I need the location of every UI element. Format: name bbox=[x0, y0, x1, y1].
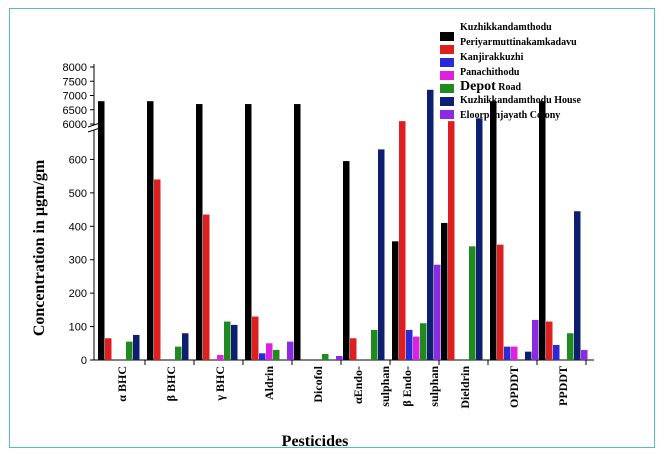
category-label: sulphan bbox=[427, 366, 441, 407]
bar bbox=[231, 324, 238, 360]
category-label: Dieldrin bbox=[458, 366, 472, 409]
bar bbox=[413, 336, 420, 360]
bar bbox=[469, 246, 476, 360]
bar bbox=[553, 344, 560, 360]
bar bbox=[203, 214, 210, 360]
y-tick-label: 7000 bbox=[63, 91, 87, 103]
y-tick-label: 0 bbox=[81, 355, 87, 367]
bar bbox=[441, 222, 448, 360]
bar bbox=[399, 121, 406, 361]
legend-swatch-3 bbox=[440, 71, 454, 80]
bar bbox=[133, 334, 140, 360]
legend-swatch-5 bbox=[440, 97, 454, 106]
bar bbox=[217, 354, 224, 360]
bar bbox=[511, 346, 518, 360]
bar bbox=[581, 349, 588, 360]
bar bbox=[574, 211, 581, 360]
bar bbox=[196, 104, 203, 360]
bar bbox=[175, 346, 182, 360]
bar bbox=[546, 321, 553, 360]
legend-swatch-4 bbox=[440, 84, 454, 93]
bar bbox=[504, 346, 511, 360]
legend-label-6: Eloorpanjayath Colony bbox=[460, 110, 560, 121]
legend-swatch-0 bbox=[440, 32, 454, 41]
category-label: Aldrin bbox=[262, 366, 276, 400]
x-axis-title: Pesticides bbox=[282, 433, 349, 450]
y-tick-label: 300 bbox=[69, 255, 87, 267]
category-label: Dicofol bbox=[311, 365, 325, 402]
bar bbox=[273, 349, 280, 360]
legend-swatch-2 bbox=[440, 58, 454, 67]
y-tick-label: 100 bbox=[69, 322, 87, 334]
category-label: γ BHC bbox=[213, 366, 227, 402]
legend: Kuzhikkandamthodu Periyarmuttinakamkadav… bbox=[440, 22, 581, 121]
bar bbox=[126, 341, 133, 360]
bar bbox=[105, 338, 112, 360]
bar bbox=[259, 353, 266, 360]
bar bbox=[182, 333, 189, 360]
bar bbox=[525, 351, 532, 360]
bar bbox=[378, 149, 385, 360]
bar bbox=[287, 341, 294, 360]
bar bbox=[245, 104, 252, 360]
y-tick-label: 8000 bbox=[63, 62, 87, 74]
bar bbox=[567, 333, 574, 360]
x-ticks bbox=[144, 360, 587, 365]
y-tick-label: 7500 bbox=[63, 76, 87, 88]
bars bbox=[98, 89, 588, 361]
bar bbox=[252, 316, 259, 360]
bar bbox=[427, 89, 434, 361]
category-label: αEndo- bbox=[351, 366, 365, 404]
y-tick-label: 6000 bbox=[63, 119, 87, 131]
y-tick-label: 500 bbox=[69, 188, 87, 200]
bar bbox=[322, 353, 329, 360]
bar bbox=[224, 321, 231, 360]
y-tick-label: 400 bbox=[69, 221, 87, 233]
legend-label-2: Kanjirakkuzhi bbox=[460, 52, 524, 63]
category-label: α BHC bbox=[115, 366, 129, 402]
category-label: β Endo- bbox=[400, 366, 414, 407]
y-axis-title: Concentration in µgm/gm bbox=[31, 159, 48, 336]
bar bbox=[266, 343, 273, 360]
bar bbox=[539, 101, 546, 360]
legend-swatch-6 bbox=[440, 110, 454, 119]
bar bbox=[476, 118, 483, 360]
bar bbox=[98, 101, 105, 360]
y-ticks: 0 100 200 300 400 500 600 6000 6500 7000 7500 8000 bbox=[63, 62, 94, 367]
category-labels: α BHC β BHC γ BHC Aldrin Dicofol αEndo-sulpha… bbox=[115, 365, 570, 408]
bar bbox=[350, 338, 357, 360]
y-tick-label: 600 bbox=[69, 154, 87, 166]
bar bbox=[406, 329, 413, 360]
bar bbox=[343, 161, 350, 360]
bar bbox=[448, 121, 455, 361]
chart-frame bbox=[9, 8, 655, 448]
bar bbox=[154, 179, 161, 360]
bar bbox=[497, 244, 504, 360]
legend-label-5: Kuzhikkandamthodu House bbox=[460, 95, 581, 106]
category-label: OPDDT bbox=[507, 366, 521, 408]
bar bbox=[294, 104, 301, 360]
bar bbox=[392, 241, 399, 360]
bar bbox=[147, 101, 154, 360]
bar bbox=[336, 355, 343, 360]
bar bbox=[532, 319, 539, 360]
legend-label-1: Periyarmuttinakamkadavu bbox=[460, 37, 577, 48]
bar bbox=[434, 264, 441, 360]
category-label: β BHC bbox=[164, 366, 178, 401]
bar bbox=[420, 323, 427, 360]
bar bbox=[371, 329, 378, 360]
legend-label-3: Panachithodu bbox=[460, 67, 520, 78]
bar bbox=[490, 101, 497, 360]
legend-label-4: Depot Road bbox=[460, 79, 522, 94]
legend-swatch-1 bbox=[440, 45, 454, 54]
category-label: PPDDT bbox=[556, 366, 570, 406]
legend-label-0: Kuzhikkandamthodu bbox=[460, 22, 552, 33]
y-tick-label: 6500 bbox=[63, 105, 87, 117]
category-label: sulphan bbox=[378, 366, 392, 407]
y-tick-label: 200 bbox=[69, 288, 87, 300]
